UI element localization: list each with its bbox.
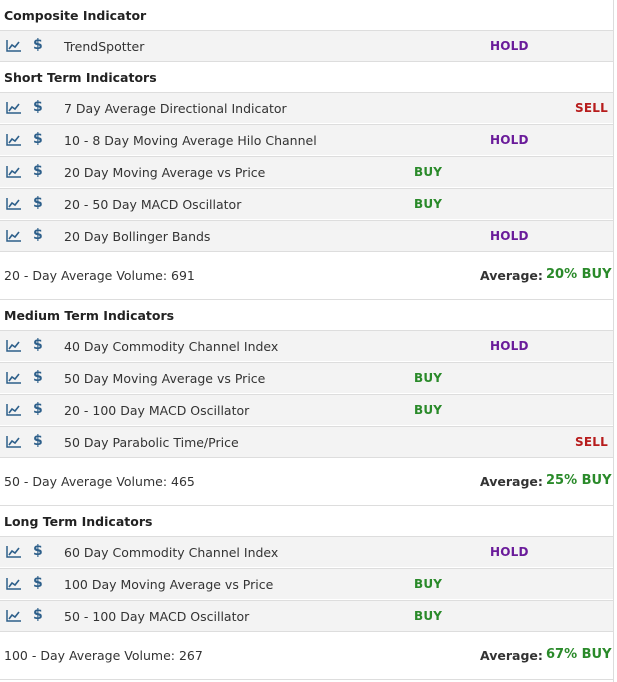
signal-badge: HOLD xyxy=(490,229,529,243)
indicator-name[interactable]: 50 - 100 Day MACD Oscillator xyxy=(64,609,250,624)
signal-badge: BUY xyxy=(414,577,443,591)
average-label: Average: xyxy=(480,648,543,663)
dollar-icon[interactable]: $ xyxy=(33,543,43,559)
dollar-icon[interactable]: $ xyxy=(33,195,43,211)
average-volume: 50 - Day Average Volume: 465 xyxy=(4,474,195,489)
indicator-row: $ 60 Day Commodity Channel Index HOLD xyxy=(0,536,613,567)
line-chart-icon[interactable] xyxy=(6,578,21,590)
dollar-icon[interactable]: $ xyxy=(33,607,43,623)
average-value: 67% BUY xyxy=(546,647,612,662)
signal-badge: BUY xyxy=(414,197,443,211)
dollar-icon[interactable]: $ xyxy=(33,99,43,115)
dollar-icon[interactable]: $ xyxy=(33,131,43,147)
signal-badge: BUY xyxy=(414,371,443,385)
line-chart-icon[interactable] xyxy=(6,230,21,242)
average-volume: 100 - Day Average Volume: 267 xyxy=(4,648,203,663)
indicator-name[interactable]: 50 Day Parabolic Time/Price xyxy=(64,435,239,450)
line-chart-icon[interactable] xyxy=(6,404,21,416)
indicator-name[interactable]: 20 - 50 Day MACD Oscillator xyxy=(64,197,242,212)
indicator-name[interactable]: 40 Day Commodity Channel Index xyxy=(64,339,279,354)
line-chart-icon[interactable] xyxy=(6,546,21,558)
composite-indicator-heading: Composite Indicator xyxy=(4,8,147,23)
summary-row: 100 - Day Average Volume: 267 Average: 6… xyxy=(0,632,613,680)
dollar-icon[interactable]: $ xyxy=(33,433,43,449)
dollar-icon[interactable]: $ xyxy=(33,227,43,243)
indicator-name[interactable]: 10 - 8 Day Moving Average Hilo Channel xyxy=(64,133,317,148)
signal-badge: HOLD xyxy=(490,339,529,353)
short-term-heading: Short Term Indicators xyxy=(4,70,157,85)
medium-term-heading: Medium Term Indicators xyxy=(4,308,175,323)
indicator-name[interactable]: 100 Day Moving Average vs Price xyxy=(64,577,274,592)
signal-badge: SELL xyxy=(575,435,608,449)
average-label: Average: xyxy=(480,474,543,489)
line-chart-icon[interactable] xyxy=(6,436,21,448)
average-volume: 20 - Day Average Volume: 691 xyxy=(4,268,195,283)
signal-badge: HOLD xyxy=(490,133,529,147)
dollar-icon[interactable]: $ xyxy=(33,337,43,353)
dollar-icon[interactable]: $ xyxy=(33,163,43,179)
signal-badge: BUY xyxy=(414,403,443,417)
indicator-row: $ 20 Day Bollinger Bands HOLD xyxy=(0,220,613,252)
line-chart-icon[interactable] xyxy=(6,40,21,52)
dollar-icon[interactable]: $ xyxy=(33,575,43,591)
indicator-row: $ 50 Day Parabolic Time/Price SELL xyxy=(0,426,613,458)
indicator-name[interactable]: 20 - 100 Day MACD Oscillator xyxy=(64,403,250,418)
signal-badge: HOLD xyxy=(490,39,529,53)
summary-row: 50 - Day Average Volume: 465 Average: 25… xyxy=(0,458,613,506)
indicator-name[interactable]: 20 Day Bollinger Bands xyxy=(64,229,211,244)
line-chart-icon[interactable] xyxy=(6,102,21,114)
dollar-icon[interactable]: $ xyxy=(33,401,43,417)
signal-badge: BUY xyxy=(414,165,443,179)
indicator-row: $ 40 Day Commodity Channel Index HOLD xyxy=(0,330,613,361)
dollar-icon[interactable]: $ xyxy=(33,37,43,53)
indicator-name[interactable]: 50 Day Moving Average vs Price xyxy=(64,371,266,386)
indicator-row: $ 7 Day Average Directional Indicator SE… xyxy=(0,92,613,123)
indicator-row: $ 20 - 100 Day MACD Oscillator BUY xyxy=(0,394,613,425)
line-chart-icon[interactable] xyxy=(6,134,21,146)
indicator-row: $ 100 Day Moving Average vs Price BUY xyxy=(0,568,613,599)
dollar-icon[interactable]: $ xyxy=(33,369,43,385)
indicator-row: $ 50 Day Moving Average vs Price BUY xyxy=(0,362,613,393)
line-chart-icon[interactable] xyxy=(6,166,21,178)
signal-badge: SELL xyxy=(575,101,608,115)
average-value: 25% BUY xyxy=(546,473,612,488)
indicator-row: $ 10 - 8 Day Moving Average Hilo Channel… xyxy=(0,124,613,155)
average-label: Average: xyxy=(480,268,543,283)
long-term-heading: Long Term Indicators xyxy=(4,514,153,529)
line-chart-icon[interactable] xyxy=(6,610,21,622)
summary-row: 20 - Day Average Volume: 691 Average: 20… xyxy=(0,252,613,300)
indicator-name[interactable]: 7 Day Average Directional Indicator xyxy=(64,101,287,116)
line-chart-icon[interactable] xyxy=(6,372,21,384)
indicator-row: $ 20 Day Moving Average vs Price BUY xyxy=(0,156,613,187)
indicator-name[interactable]: 60 Day Commodity Channel Index xyxy=(64,545,279,560)
indicator-row: $ 50 - 100 Day MACD Oscillator BUY xyxy=(0,600,613,632)
indicator-row: $ TrendSpotter HOLD xyxy=(0,30,613,62)
signal-badge: HOLD xyxy=(490,545,529,559)
indicator-row: $ 20 - 50 Day MACD Oscillator BUY xyxy=(0,188,613,219)
signal-badge: BUY xyxy=(414,609,443,623)
indicator-name[interactable]: TrendSpotter xyxy=(64,39,145,54)
average-value: 20% BUY xyxy=(546,267,612,282)
line-chart-icon[interactable] xyxy=(6,340,21,352)
indicator-name[interactable]: 20 Day Moving Average vs Price xyxy=(64,165,266,180)
line-chart-icon[interactable] xyxy=(6,198,21,210)
